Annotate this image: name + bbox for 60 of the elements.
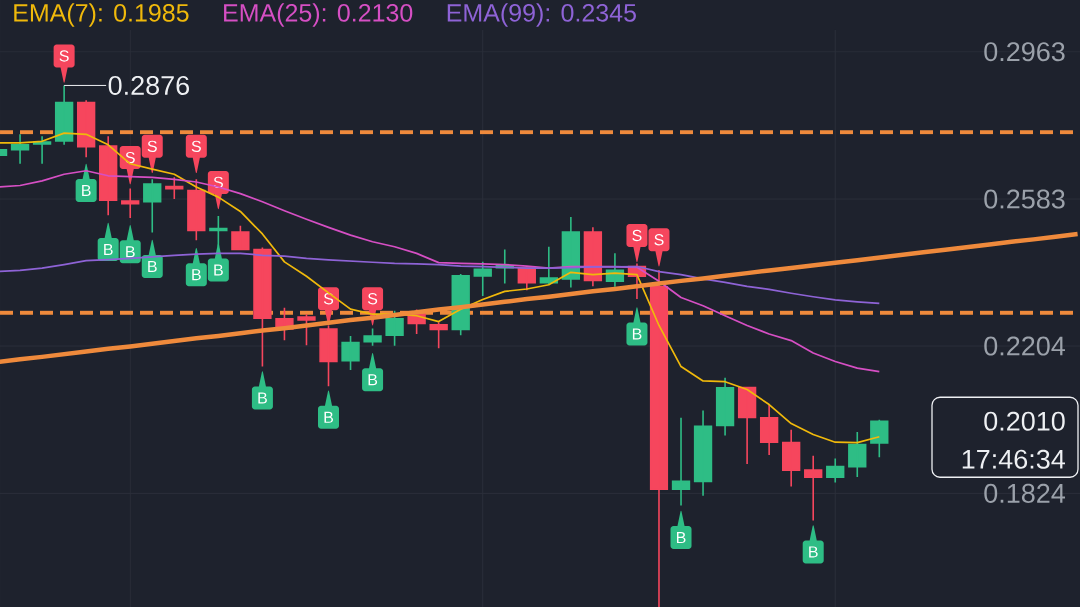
text: EMA(25): 0.2130 [224, 3, 413, 27]
text: S [654, 234, 664, 246]
candlestick [804, 454, 823, 522]
candlestick [253, 246, 272, 368]
y-tick-label: 0.2583 [984, 189, 1065, 209]
candlestick [99, 135, 118, 217]
candlestick [759, 403, 779, 456]
text: B [258, 392, 267, 404]
candlestick [605, 252, 625, 288]
text: B [82, 185, 91, 197]
candlestick [143, 178, 162, 234]
text: B [126, 246, 135, 258]
candlestick [561, 216, 581, 289]
text: EMA(7): 0.1985 [14, 3, 189, 27]
line-series [0, 132, 881, 444]
y-tick-label: 0.2963 [984, 42, 1065, 62]
candlestick [187, 178, 206, 241]
text: B [324, 411, 333, 423]
candlestick [737, 386, 757, 465]
candlestick [848, 431, 867, 478]
text: B [677, 532, 686, 544]
annotation: 0.2010 [984, 411, 1065, 431]
text: S [632, 229, 642, 242]
text: B [192, 269, 201, 281]
series-label: B [148, 261, 157, 273]
candlestick [231, 225, 250, 251]
candlestick [341, 335, 360, 371]
candlestick [693, 409, 713, 497]
annotation: 17:46:34 [962, 449, 1065, 469]
text: S [367, 293, 378, 305]
candlestick [165, 176, 184, 200]
candlestick [539, 245, 558, 286]
text: S [191, 140, 201, 152]
text: B [214, 264, 223, 276]
candlestick [715, 377, 735, 437]
candlestick [870, 418, 889, 459]
candlestick [671, 416, 691, 507]
candlestick [297, 313, 316, 347]
candlestick [76, 99, 96, 158]
candlestick [385, 309, 404, 347]
text: B [632, 328, 642, 340]
y-tick-label: 0.1824 [984, 483, 1066, 503]
text: S [323, 293, 334, 305]
candlestick [10, 133, 30, 165]
candlestick [826, 457, 845, 484]
text: S [59, 50, 69, 62]
candlestick [473, 261, 492, 297]
y-tick-label: 0.2204 [984, 336, 1066, 356]
candlestick [363, 327, 382, 347]
candlestick [429, 321, 448, 350]
candlestick [782, 428, 801, 488]
candlestick [54, 84, 74, 146]
annotation: 0.2876 [108, 75, 190, 95]
text: EMA(99): 0.2345 [447, 3, 636, 27]
candlestick [32, 135, 52, 165]
series-label: S [147, 140, 157, 152]
text: B [368, 374, 378, 386]
text: B [104, 243, 113, 255]
text: B [809, 546, 818, 558]
candlestick [121, 187, 140, 219]
